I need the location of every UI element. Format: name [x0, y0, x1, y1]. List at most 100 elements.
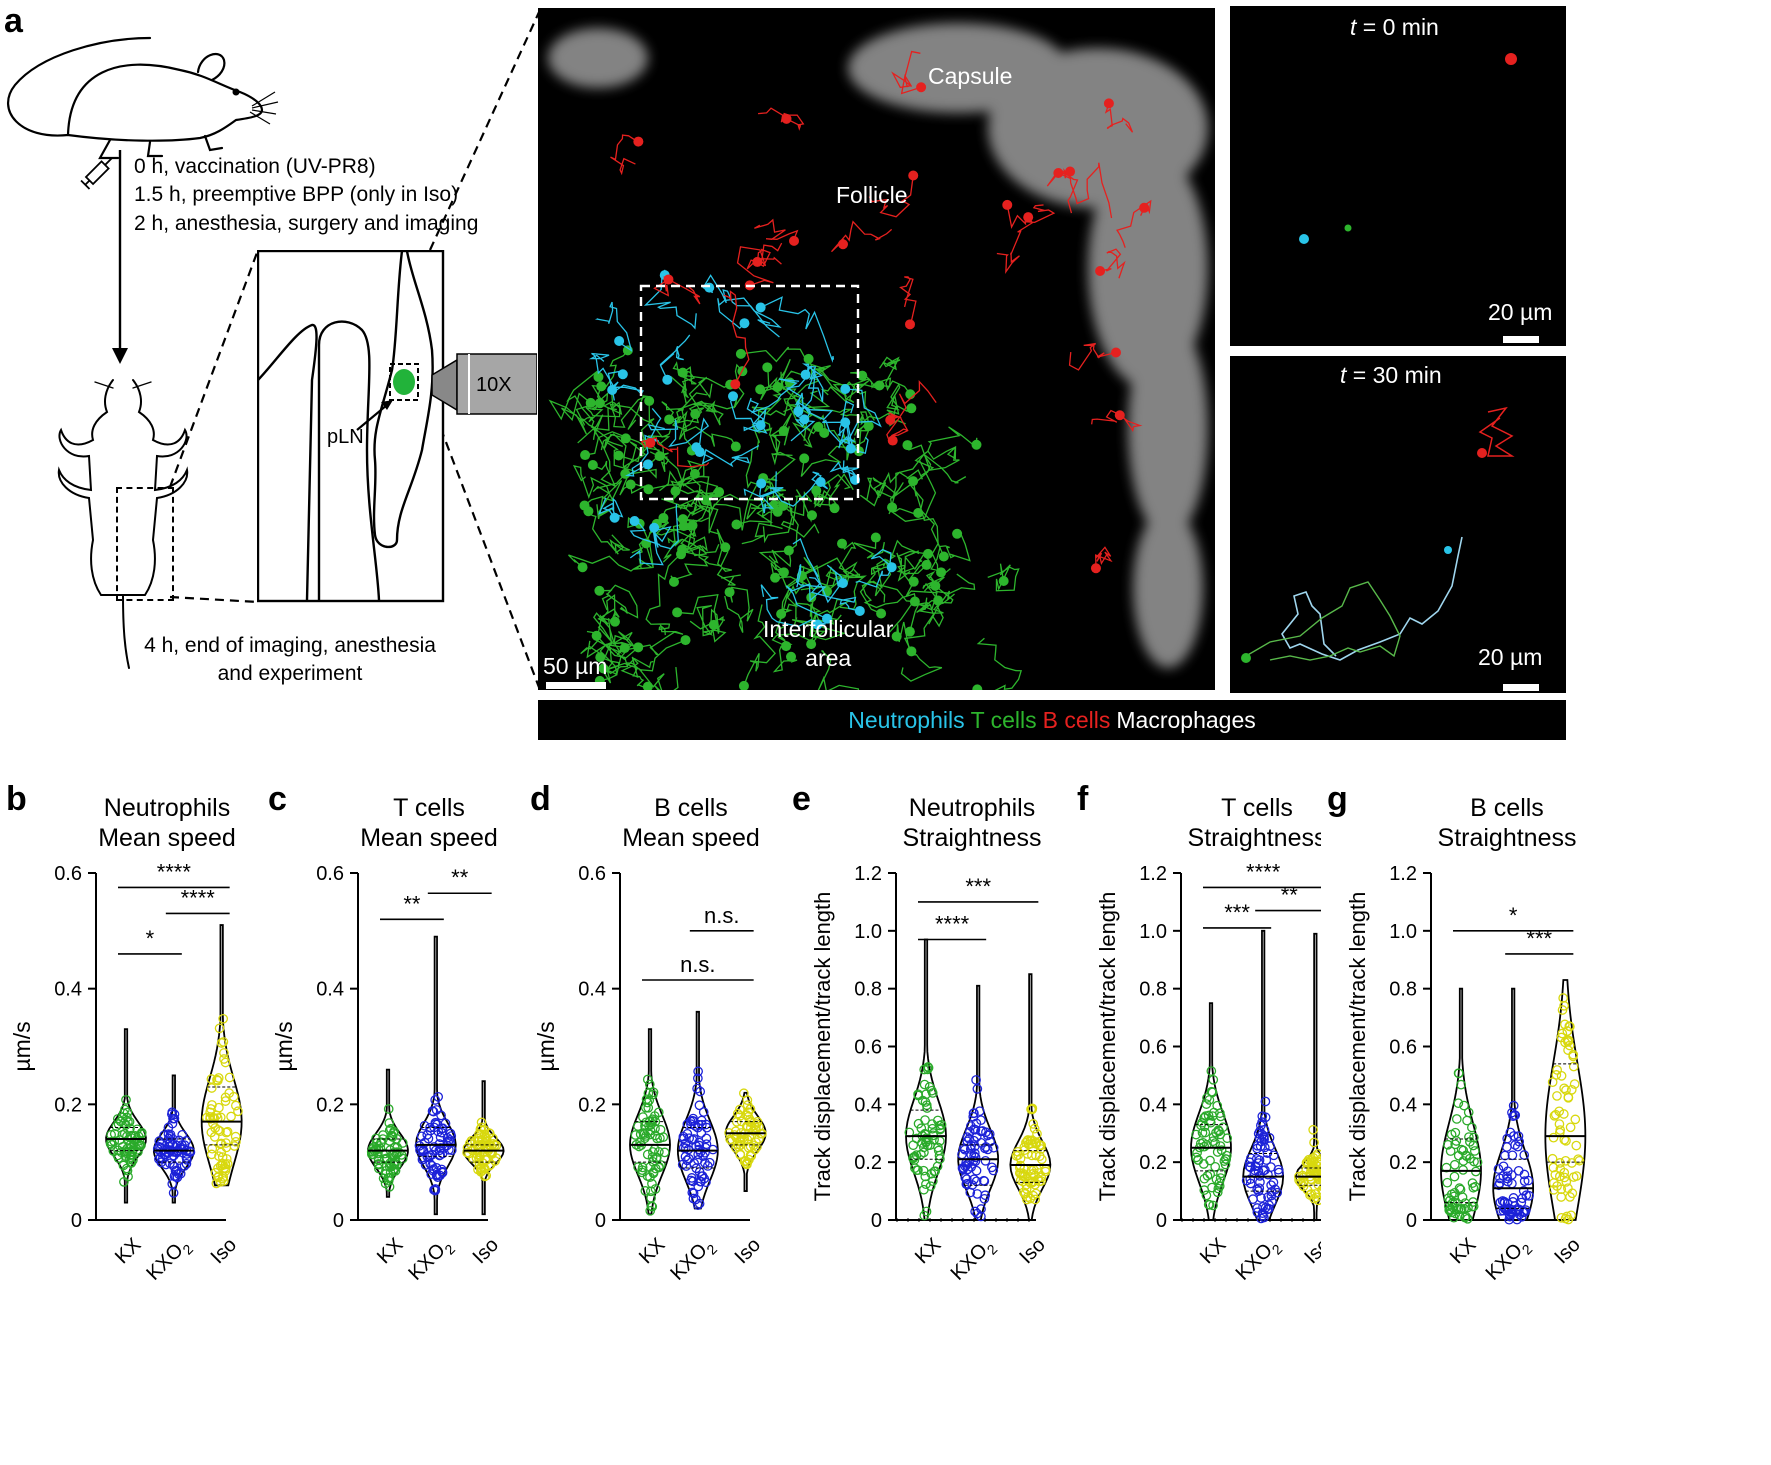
bcell-cell — [752, 257, 762, 267]
neutrophil-cell — [630, 516, 640, 526]
y-tick-label: 0.2 — [1389, 1152, 1417, 1174]
y-tick-label: 1.2 — [854, 863, 882, 885]
neutrophil-cell — [756, 302, 766, 312]
neutrophil-cell — [618, 369, 628, 379]
tcell-cell — [578, 562, 588, 572]
y-tick-label: 0.4 — [54, 979, 82, 1001]
tcell-cell — [936, 567, 946, 577]
neutrophil-cell — [607, 385, 617, 395]
chart-title-line: T cells — [393, 794, 465, 822]
y-tick-label: 0.4 — [316, 979, 344, 1001]
y-axis-label: Track displacement/track length — [1095, 892, 1120, 1202]
bcell-cell — [1111, 348, 1121, 358]
data-point — [1553, 1092, 1561, 1100]
tcell-cell — [908, 476, 918, 486]
bcell-cell — [1104, 98, 1114, 108]
tcell-track — [907, 427, 977, 479]
svg-text:Iso: Iso — [1300, 1234, 1321, 1268]
y-axis-label: µm/s — [271, 1021, 297, 1071]
neutrophil-cell — [801, 370, 811, 380]
y-tick-label: 0 — [871, 1210, 882, 1232]
tcell-cell — [690, 409, 700, 419]
y-tick-label: 0.4 — [1389, 1094, 1417, 1116]
y-tick-label: 0.2 — [316, 1094, 344, 1116]
tcell-cell — [906, 403, 916, 413]
tcell-track — [897, 622, 942, 681]
bcell-cell — [916, 82, 926, 92]
significance-label: **** — [181, 885, 216, 910]
significance-label: ** — [403, 891, 421, 916]
tcell-track — [588, 511, 629, 554]
tcell-cell — [586, 398, 596, 408]
data-point — [981, 1157, 989, 1165]
tcell-cell — [678, 368, 688, 378]
tcell-cell — [736, 349, 746, 359]
tcell-cell — [939, 551, 949, 561]
neutrophil-track — [597, 302, 631, 350]
bcell-cell — [838, 239, 848, 249]
violin-chart-f: T cellsStraightness00.20.40.60.81.01.2Tr… — [1071, 780, 1321, 1460]
y-tick-label: 0.2 — [578, 1094, 606, 1116]
significance-label: **** — [1246, 859, 1281, 884]
data-point — [921, 1116, 929, 1124]
bcell-cell — [1053, 168, 1063, 178]
bcell-track — [758, 108, 803, 129]
chart-title-line: Neutrophils — [104, 794, 230, 822]
tcell-cell — [755, 384, 765, 394]
color-legend: Neutrophils T cells B cells Macrophages — [538, 700, 1566, 740]
tcell-track — [690, 606, 725, 642]
data-point — [920, 1080, 928, 1088]
tcell-cell — [583, 506, 593, 516]
bcell-track — [1480, 408, 1512, 456]
y-tick-label: 0.4 — [578, 979, 606, 1001]
tcell-cell — [739, 681, 749, 690]
tcell-track — [590, 408, 617, 486]
scale-label-t0: 20 µm — [1488, 299, 1552, 326]
neutrophil-cell — [887, 562, 897, 572]
data-point — [1453, 1115, 1461, 1123]
tcell-track — [1246, 582, 1400, 660]
y-tick-label: 0.2 — [854, 1152, 882, 1174]
tcell-cell — [595, 398, 605, 408]
inset-t30-image: t = 30 min 20 µm — [1230, 356, 1566, 693]
scale-label-main: 50 µm — [543, 653, 607, 680]
bcell-track — [997, 217, 1033, 272]
interfollicular-line-2: area — [763, 644, 893, 673]
significance-label: n.s. — [680, 952, 715, 977]
data-point — [694, 1182, 702, 1190]
neutrophil-spot — [1299, 234, 1309, 244]
bcell-cell — [885, 415, 895, 425]
significance-label: * — [146, 926, 155, 951]
tcell-cell — [731, 520, 741, 530]
y-tick-label: 1.0 — [854, 921, 882, 943]
scale-bar-main — [546, 682, 606, 689]
y-tick-label: 0 — [1156, 1210, 1167, 1232]
tcell-track — [846, 378, 890, 402]
neutrophil-cell — [756, 420, 766, 430]
end-text-line-2: and experiment — [140, 660, 440, 688]
tcell-cell — [762, 362, 772, 372]
tcell-spot — [1345, 225, 1352, 232]
data-point — [1549, 1133, 1557, 1141]
cell-tracks — [538, 8, 1215, 690]
x-tick-label: KX — [635, 1234, 669, 1268]
x-tick-label: KXO2 — [666, 1234, 720, 1288]
neutrophil-cell — [614, 336, 624, 346]
significance-label: **** — [157, 859, 192, 884]
y-tick-label: 0.6 — [854, 1037, 882, 1059]
data-point — [232, 1132, 240, 1140]
y-axis-label: Track displacement/track length — [1345, 892, 1370, 1202]
data-point — [1451, 1161, 1459, 1169]
tcell-track — [659, 464, 703, 491]
y-tick-label: 0.6 — [54, 863, 82, 885]
y-tick-label: 0.8 — [1139, 979, 1167, 1001]
tcell-cell — [669, 577, 679, 587]
chart-title-line: B cells — [1470, 794, 1544, 822]
y-axis-label: Track displacement/track length — [810, 892, 835, 1202]
